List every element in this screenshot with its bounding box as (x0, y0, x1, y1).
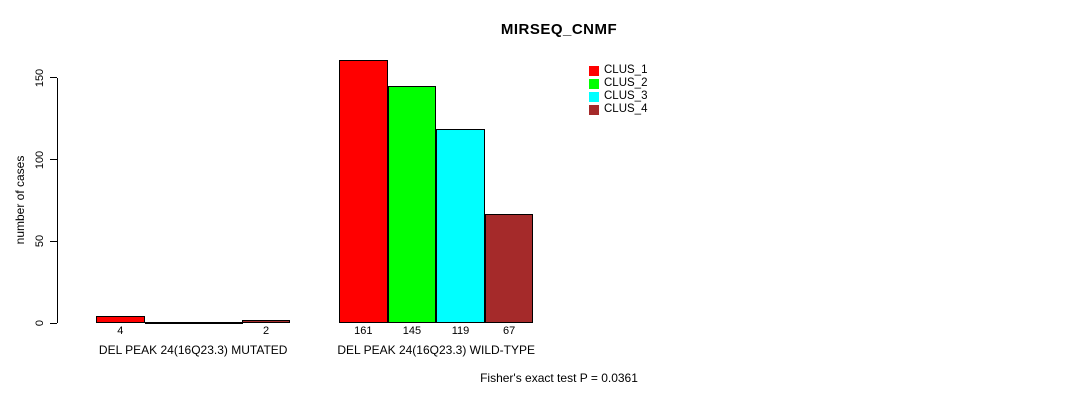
legend-item-clus-1: CLUS_1 (589, 64, 647, 77)
y-axis-line (57, 77, 58, 323)
x-category-label: DEL PEAK 24(16Q23.3) WILD-TYPE (337, 343, 536, 357)
bar-clus_4-group1 (241, 319, 291, 323)
bar-clus_2-group1-zero (144, 322, 195, 324)
y-axis-tick-label: 50 (34, 235, 46, 248)
bar-clus_2-group2 (387, 86, 437, 323)
bar-value-label: 161 (354, 325, 373, 337)
y-axis-tick (50, 77, 57, 79)
bar-clus_4-group2 (484, 213, 534, 323)
y-axis-tick (50, 240, 57, 242)
legend-label: CLUS_2 (604, 77, 648, 89)
legend-label: CLUS_1 (604, 64, 648, 76)
fisher-test-annotation: Fisher's exact test P = 0.0361 (480, 371, 638, 385)
bar-value-label: 67 (502, 325, 516, 337)
legend-color-swatch (589, 78, 599, 89)
legend: CLUS_1 CLUS_2 CLUS_3 CLUS_4 (589, 64, 647, 116)
bar-value-label: 145 (402, 325, 422, 337)
legend-item-clus-3: CLUS_3 (589, 90, 647, 103)
bar-value-label: 119 (451, 325, 470, 337)
y-axis-tick (50, 322, 57, 324)
y-axis-tick-label: 0 (34, 319, 46, 327)
bar-clus_3-group2 (436, 128, 485, 323)
bar-clus_1-group2 (339, 60, 388, 323)
y-axis-tick (50, 159, 57, 161)
legend-item-clus-4: CLUS_4 (589, 103, 647, 116)
y-axis-tick-label: 100 (34, 150, 46, 169)
legend-item-clus-2: CLUS_2 (589, 77, 647, 90)
legend-color-swatch (589, 91, 599, 102)
bar-clus_1-group1 (96, 316, 145, 323)
bar-clus_3-group1-zero (193, 322, 243, 324)
legend-color-swatch (589, 104, 599, 115)
y-axis-tick-label: 150 (34, 68, 46, 88)
bar-value-label: 2 (263, 325, 270, 337)
y-axis-title: number of cases (13, 155, 27, 245)
chart-title: MIRSEQ_CNMF (500, 21, 618, 38)
bar-value-label: 4 (117, 325, 124, 337)
legend-color-swatch (589, 65, 599, 76)
legend-label: CLUS_4 (604, 103, 648, 115)
legend-label: CLUS_3 (604, 90, 648, 102)
x-category-label: DEL PEAK 24(16Q23.3) MUTATED (98, 343, 288, 357)
